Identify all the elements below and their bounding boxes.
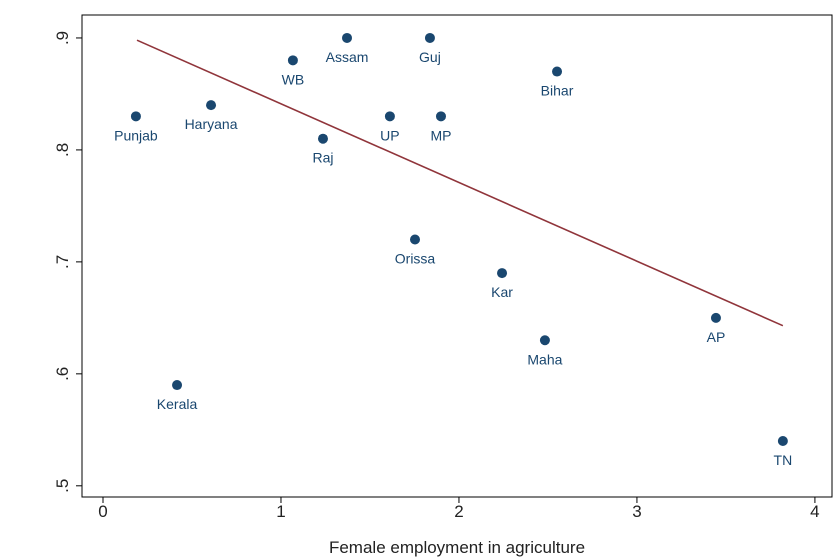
point: [130, 111, 141, 122]
point: [172, 380, 183, 391]
point: [424, 32, 435, 43]
x-tick-label: 0: [98, 502, 107, 521]
point-label: MP: [430, 127, 451, 143]
point-label: Bihar: [541, 83, 574, 99]
point: [777, 436, 788, 447]
point-label: TN: [774, 452, 793, 468]
point: [497, 268, 508, 279]
point-label: Maha: [527, 351, 562, 367]
point-label: Assam: [326, 49, 369, 65]
point: [206, 100, 217, 111]
point-label: Kar: [491, 284, 513, 300]
x-tick-label: 2: [454, 502, 463, 521]
point-label: Kerala: [157, 396, 198, 412]
x-tick-label: 4: [810, 502, 819, 521]
x-tick-label: 3: [632, 502, 641, 521]
point-label: Raj: [312, 150, 333, 166]
point: [287, 55, 298, 66]
y-tick-label: .5: [53, 479, 72, 493]
plot-area: [81, 14, 833, 498]
point-label: Orissa: [395, 250, 436, 266]
x-tick-label: 1: [276, 502, 285, 521]
point: [435, 111, 446, 122]
point: [342, 32, 353, 43]
y-tick-label: .6: [53, 367, 72, 381]
y-tick-label: .7: [53, 255, 72, 269]
x-axis-label: Female employment in agriculture: [329, 538, 585, 557]
point: [710, 312, 721, 323]
point-label: UP: [380, 127, 399, 143]
y-tick-label: .9: [53, 31, 72, 45]
point-label: AP: [707, 329, 726, 345]
point: [552, 66, 563, 77]
point: [317, 133, 328, 144]
point-label: Punjab: [114, 127, 158, 143]
point-label: WB: [282, 71, 305, 87]
y-tick-label: .8: [53, 143, 72, 157]
point-label: Guj: [419, 49, 441, 65]
point-label: Haryana: [185, 116, 238, 132]
fit-line: [136, 39, 784, 327]
point: [409, 234, 420, 245]
point: [384, 111, 395, 122]
point: [539, 335, 550, 346]
